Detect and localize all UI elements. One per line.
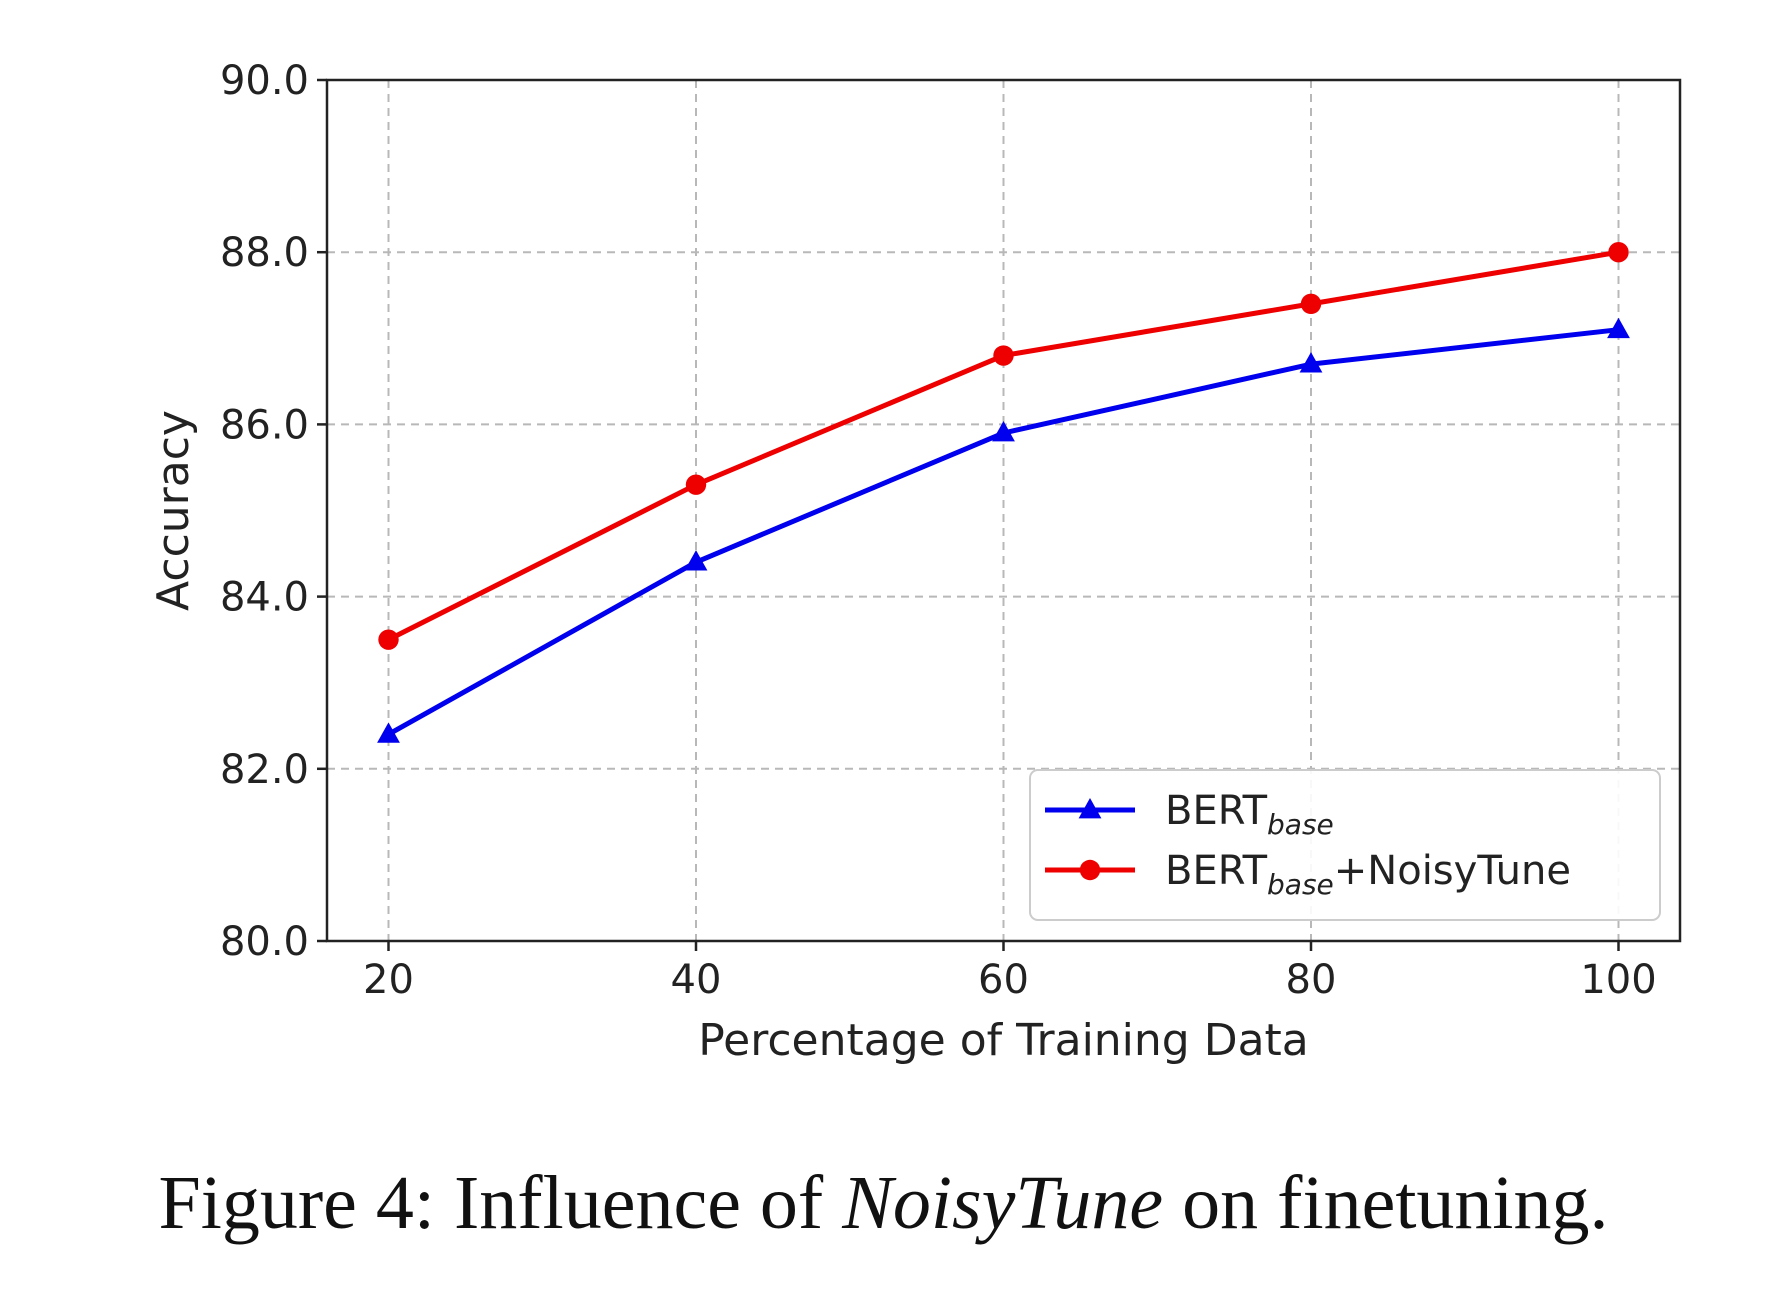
y-tick-label: 90.0 bbox=[220, 58, 309, 104]
legend-marker bbox=[1078, 798, 1102, 819]
y-tick-label: 88.0 bbox=[220, 230, 309, 276]
caption-prefix: Figure 4: Influence of bbox=[158, 1161, 843, 1245]
legend-marker bbox=[1079, 859, 1101, 881]
legend: BERTbase BERTbase+NoisyTune bbox=[1029, 769, 1661, 921]
legend-label: BERTbase+NoisyTune bbox=[1165, 848, 1571, 901]
legend-label: BERTbase bbox=[1165, 788, 1334, 841]
caption-emphasis: NoisyTune bbox=[842, 1161, 1164, 1245]
data-point bbox=[1607, 317, 1630, 339]
x-tick-label: 80 bbox=[1286, 957, 1337, 1003]
series-markers bbox=[377, 242, 1630, 743]
data-point bbox=[1608, 242, 1629, 263]
data-point bbox=[377, 722, 400, 743]
axis-ticks: 20 40 60 80 100 80.0 82.0 84.0 86.0 88.0 90.0 bbox=[220, 58, 1657, 1003]
figure-caption: Figure 4: Influence of NoisyTune on fine… bbox=[0, 1160, 1767, 1247]
x-tick-label: 40 bbox=[671, 957, 722, 1003]
data-point bbox=[992, 421, 1015, 442]
y-axis-label: Accuracy bbox=[148, 410, 199, 611]
data-point bbox=[685, 474, 707, 495]
x-axis-label: Percentage of Training Data bbox=[698, 1015, 1309, 1066]
caption-suffix: on finetuning. bbox=[1163, 1161, 1609, 1245]
y-tick-label: 84.0 bbox=[220, 575, 309, 621]
data-point bbox=[993, 345, 1014, 366]
y-tick-label: 80.0 bbox=[220, 919, 309, 965]
data-point bbox=[1299, 352, 1323, 373]
x-tick-label: 60 bbox=[978, 957, 1029, 1003]
y-tick-label: 86.0 bbox=[220, 402, 309, 448]
data-point bbox=[378, 629, 399, 650]
data-point bbox=[684, 550, 708, 571]
legend-box bbox=[1029, 769, 1661, 921]
x-tick-label: 100 bbox=[1580, 957, 1656, 1003]
x-tick-label: 20 bbox=[363, 957, 414, 1003]
y-tick-label: 82.0 bbox=[220, 747, 309, 793]
data-point bbox=[1300, 293, 1322, 315]
